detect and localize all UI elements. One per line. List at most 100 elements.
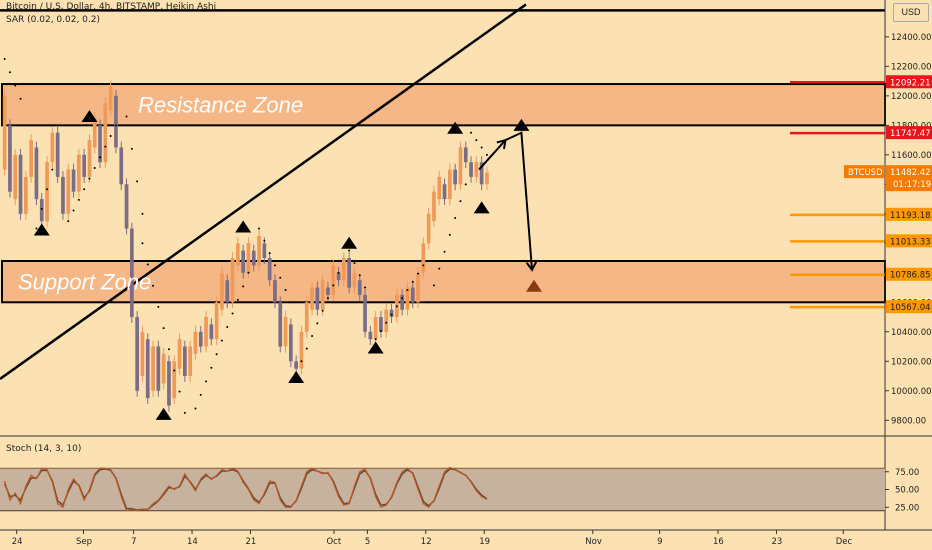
candle xyxy=(289,324,293,362)
candle xyxy=(278,302,283,347)
candle xyxy=(98,125,102,163)
candle xyxy=(389,309,394,318)
candle xyxy=(310,287,314,310)
candle xyxy=(214,302,219,340)
candle xyxy=(198,331,203,347)
candle xyxy=(204,317,208,347)
sar-dot xyxy=(427,301,430,304)
sar-dot xyxy=(464,183,467,186)
resistance-zone-label: Resistance Zone xyxy=(138,93,303,118)
candle xyxy=(161,353,166,384)
sar-dot xyxy=(83,188,86,191)
price-level-label: 11193.18 xyxy=(890,211,931,221)
sar-dot xyxy=(152,284,155,287)
sar-dot xyxy=(141,212,144,215)
candle xyxy=(61,176,65,214)
candle xyxy=(421,243,426,273)
price-level-label: 10786.85 xyxy=(890,271,931,281)
stoch-tick-label: 25.00 xyxy=(895,503,919,513)
candle xyxy=(92,117,97,148)
candle xyxy=(246,243,251,273)
sar-dot xyxy=(358,274,361,277)
signal-triangle xyxy=(473,201,490,214)
currency-label[interactable]: USD xyxy=(893,3,929,22)
x-tick-label: Dec xyxy=(836,537,853,547)
sar-dot xyxy=(480,146,483,149)
price-level-tag xyxy=(886,234,932,248)
candle xyxy=(119,147,124,185)
sar-dot xyxy=(109,134,112,137)
price-level-tag xyxy=(886,126,932,140)
y-tick-label: 10200.00 xyxy=(891,357,932,367)
candle xyxy=(437,176,442,200)
candle xyxy=(145,339,150,399)
candle xyxy=(373,317,378,340)
sar-dot xyxy=(104,145,107,148)
candle xyxy=(241,250,245,273)
projection-path xyxy=(478,131,533,270)
sar-dot xyxy=(146,263,149,266)
candle xyxy=(326,287,330,295)
sar-dot xyxy=(258,227,261,230)
candle xyxy=(304,302,309,332)
sar-dot xyxy=(411,280,414,283)
sar-dot xyxy=(379,329,382,332)
candle xyxy=(379,317,383,332)
signal-triangle xyxy=(447,121,464,134)
sar-dot xyxy=(311,334,314,337)
candle xyxy=(294,361,298,369)
candle xyxy=(230,258,235,303)
candle xyxy=(331,265,336,295)
sar-dot xyxy=(93,166,96,169)
candle xyxy=(55,132,60,177)
price-level-tag xyxy=(886,267,932,281)
sar-dot xyxy=(242,285,245,288)
price-level-tag xyxy=(886,75,932,89)
candle xyxy=(347,258,351,288)
stoch-d-line xyxy=(3,468,488,511)
sar-dot xyxy=(432,284,435,287)
current-price-tag xyxy=(886,165,932,192)
sar-dot xyxy=(220,339,223,342)
projection-arrow-up xyxy=(496,138,507,150)
candle xyxy=(453,169,457,185)
signal-triangle xyxy=(288,370,305,383)
sar-dot xyxy=(162,327,165,330)
sar-dot xyxy=(120,83,123,86)
x-tick-label: 14 xyxy=(187,537,198,547)
candle xyxy=(183,346,187,377)
candle xyxy=(251,250,256,266)
price-level-label: 10567.04 xyxy=(890,303,931,313)
candle xyxy=(66,169,71,214)
candle xyxy=(463,147,468,163)
sar-dot xyxy=(72,209,75,212)
y-tick-label: 12200.00 xyxy=(891,62,932,72)
sar-dot xyxy=(417,272,420,275)
candle xyxy=(315,287,320,310)
y-tick-label: 12000.00 xyxy=(891,92,932,102)
sar-dot xyxy=(348,249,351,252)
sar-dot xyxy=(284,289,287,291)
candle xyxy=(410,287,415,303)
sar-dot xyxy=(210,366,213,369)
candle xyxy=(336,272,341,281)
candle xyxy=(209,324,214,340)
price-level-label: 11747.47 xyxy=(890,129,931,139)
x-tick-label: Nov xyxy=(585,537,602,547)
candle xyxy=(193,331,198,354)
candle xyxy=(320,280,325,310)
sar-dot xyxy=(183,411,186,414)
candle xyxy=(39,199,44,222)
candle xyxy=(71,169,76,192)
sar-dot xyxy=(475,139,478,142)
candle xyxy=(442,184,447,200)
sar-dot xyxy=(443,250,446,253)
candle xyxy=(469,162,473,177)
candle xyxy=(167,361,171,406)
candle xyxy=(50,132,55,163)
candle xyxy=(24,176,28,214)
sar-dot xyxy=(236,298,239,301)
candle xyxy=(77,154,81,192)
sar-dot xyxy=(353,261,356,264)
